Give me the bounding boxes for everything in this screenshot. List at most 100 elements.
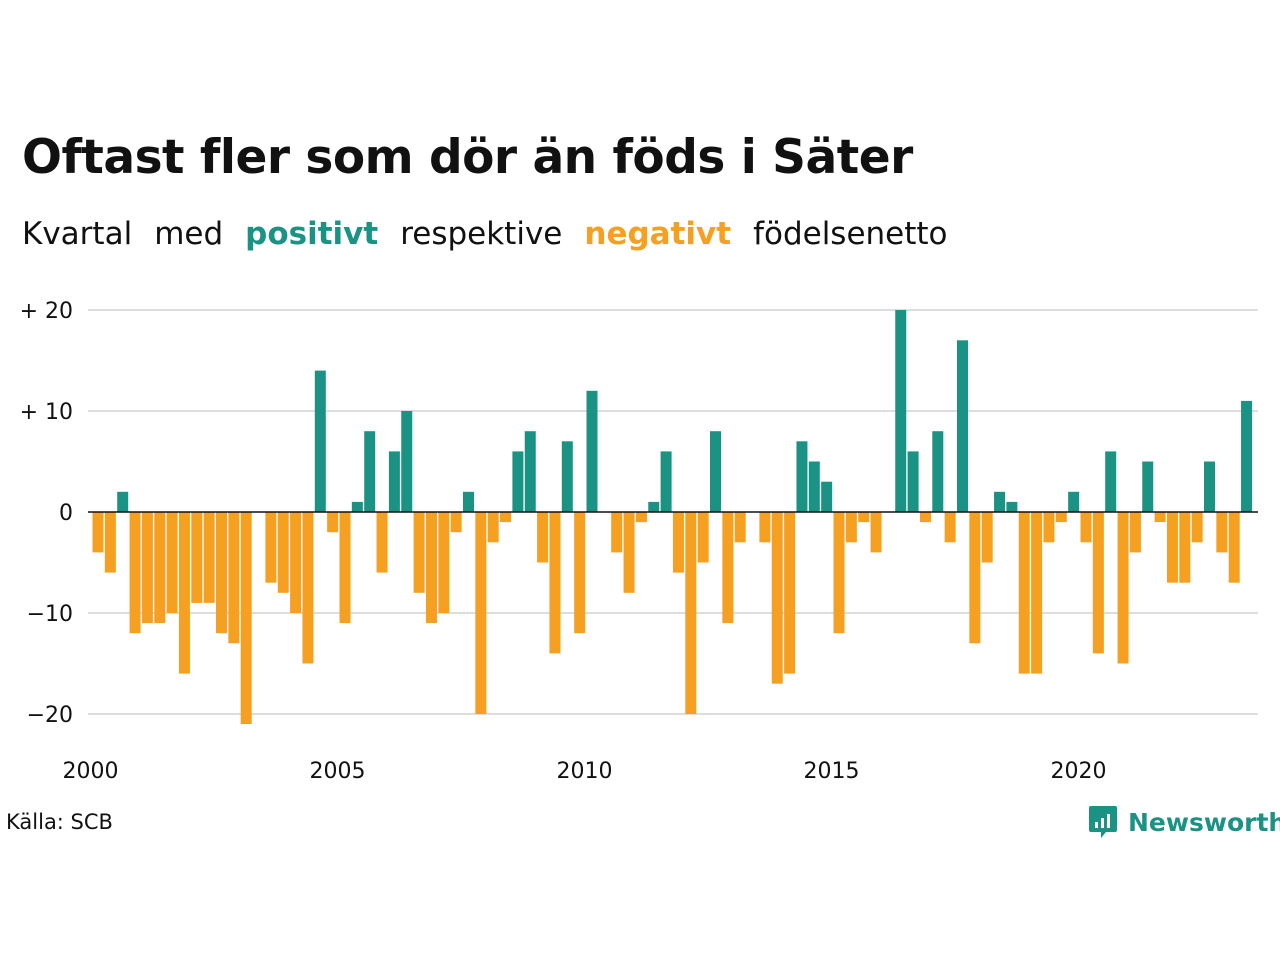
bar [697,512,709,563]
bar [191,512,203,603]
bar [623,512,635,593]
subtitle-word-fodelsenetto: födelsenetto [753,216,948,252]
bar [710,431,721,512]
bar [1105,451,1117,512]
bar [92,512,104,553]
bar [808,461,820,512]
x-tick-label: 2020 [1051,759,1107,784]
bar [833,512,845,634]
bar [1092,512,1104,654]
x-tick-label: 2015 [804,759,860,784]
y-tick-label: −10 [27,602,73,627]
bar [154,512,166,624]
bar [512,451,524,512]
newsworthy-logo-text: Newsworthy [1128,807,1280,837]
bar [1154,512,1166,523]
bar [524,431,536,512]
bar [339,512,351,624]
bar [463,491,474,512]
bar [944,512,956,543]
bar [364,431,376,512]
bar [178,512,190,674]
bar [895,310,907,512]
bar [203,512,215,603]
bar [438,512,450,613]
subtitle-word-med: med [154,216,224,252]
bar [1006,501,1018,512]
subtitle-word-respektive: respektive [400,216,563,252]
bar [1142,461,1154,512]
bar [129,512,141,634]
bar [549,512,561,654]
bar [327,512,339,533]
bar [1191,512,1203,543]
bar [994,491,1006,512]
y-tick-label: + 20 [20,299,73,324]
bar [314,370,326,512]
bar [450,512,462,533]
bar [228,512,240,644]
bar [537,512,549,563]
source-note: Källa: SCB [6,810,113,834]
bar [1179,512,1191,583]
bar [1055,512,1067,523]
newsworthy-logo[interactable]: Newsworthy [1088,804,1280,840]
bar [302,512,314,664]
bar [1043,512,1055,543]
bar [574,512,586,634]
y-tick-label: 0 [59,501,73,526]
bar [1068,491,1080,512]
bar-chart: + 20 + 10 0 −10 −20 2000 2005 2010 2015 2020 [20,299,1258,784]
bar [1117,512,1129,664]
bar [216,512,227,634]
bar [821,481,833,512]
y-tick-label: −20 [27,703,73,728]
bar [401,411,413,512]
bar [376,512,388,573]
x-tick-label: 2010 [557,759,613,784]
y-tick-label: + 10 [20,400,73,425]
bar [141,512,153,624]
chart-subtitle: Kvartal med positivt respektive negativt föde… [22,216,970,252]
bar [981,512,993,563]
bar [425,512,437,624]
bar [858,512,870,523]
bar [117,491,129,512]
bar [796,441,808,512]
bar [685,512,697,714]
bar [487,512,499,543]
newsworthy-logo-icon [1089,806,1117,838]
bar [265,512,277,583]
bar [1080,512,1092,543]
bar [1129,512,1141,553]
bars [92,310,1253,725]
bar [104,512,116,573]
bar [1228,512,1240,583]
chart-title: Oftast fler som dör än föds i Säter [22,130,913,185]
x-axis-labels: 2000 2005 2010 2015 2020 [63,759,1107,784]
bar [1204,461,1215,512]
bar [635,512,647,523]
bar [561,441,573,512]
bar [932,431,944,512]
bar [648,501,660,512]
gridlines [88,309,1258,715]
subtitle-word-positive: positivt [245,216,379,252]
bar [166,512,178,613]
bar [1018,512,1030,674]
bar [784,512,796,674]
bar [771,512,783,684]
bar [290,512,302,613]
bar [240,512,252,725]
bar [957,340,968,512]
bar [870,512,882,553]
bar [845,512,857,543]
bar [475,512,487,714]
subtitle-word-negative: negativt [584,216,732,252]
bar [1241,400,1253,512]
x-tick-label: 2000 [63,759,119,784]
bar [1216,512,1228,553]
bar [1031,512,1043,674]
bar [969,512,981,644]
bar [277,512,289,593]
